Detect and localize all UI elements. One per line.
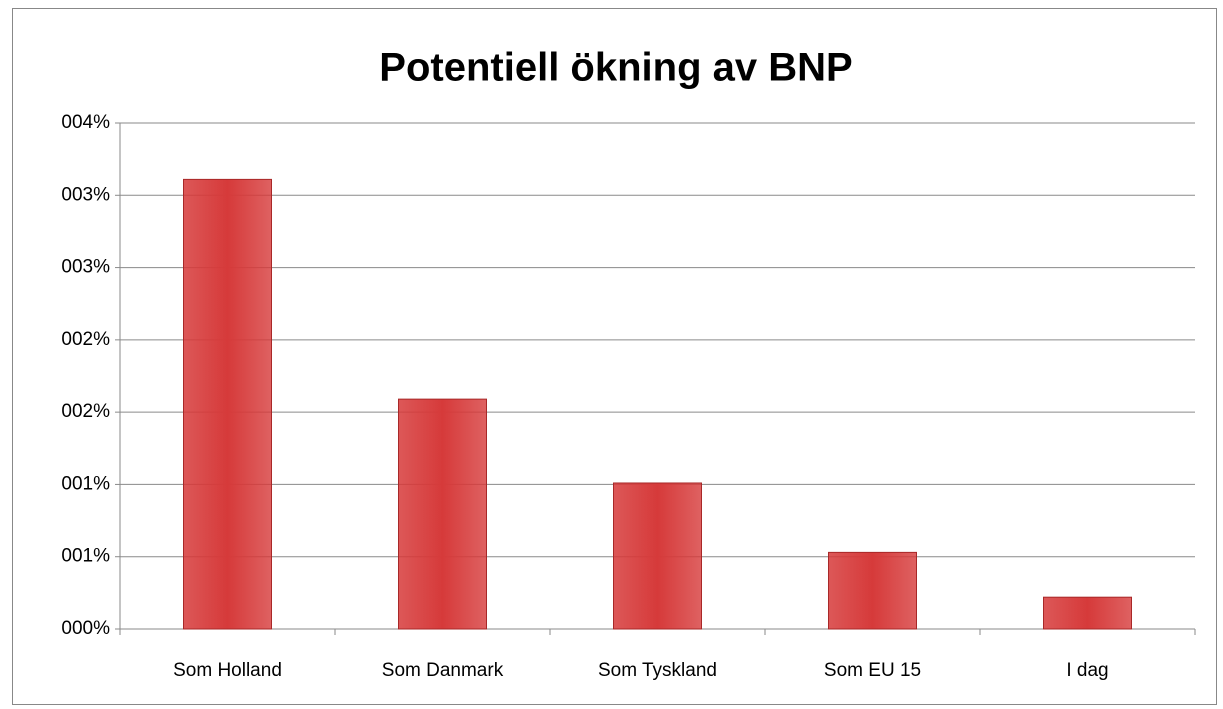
bar bbox=[613, 482, 702, 630]
bar bbox=[828, 551, 917, 630]
x-tick-label: Som Tyskland bbox=[598, 660, 717, 681]
y-tick-label: 003% bbox=[61, 184, 110, 205]
bar bbox=[1043, 596, 1132, 630]
x-tick-label: I dag bbox=[1066, 660, 1108, 681]
y-tick-label: 002% bbox=[61, 401, 110, 422]
y-tick-label: 000% bbox=[61, 618, 110, 639]
y-tick-label: 002% bbox=[61, 329, 110, 350]
chart-title: Potentiell ökning av BNP bbox=[379, 46, 852, 90]
x-tick-label: Som Holland bbox=[173, 660, 282, 681]
x-tick-label: Som EU 15 bbox=[824, 660, 921, 681]
bar bbox=[398, 398, 487, 630]
x-tick-label: Som Danmark bbox=[382, 660, 504, 681]
y-tick-label: 004% bbox=[61, 112, 110, 133]
bar bbox=[183, 178, 272, 630]
y-tick-label: 001% bbox=[61, 546, 110, 567]
y-tick-label: 001% bbox=[61, 473, 110, 494]
y-tick-label: 003% bbox=[61, 257, 110, 278]
